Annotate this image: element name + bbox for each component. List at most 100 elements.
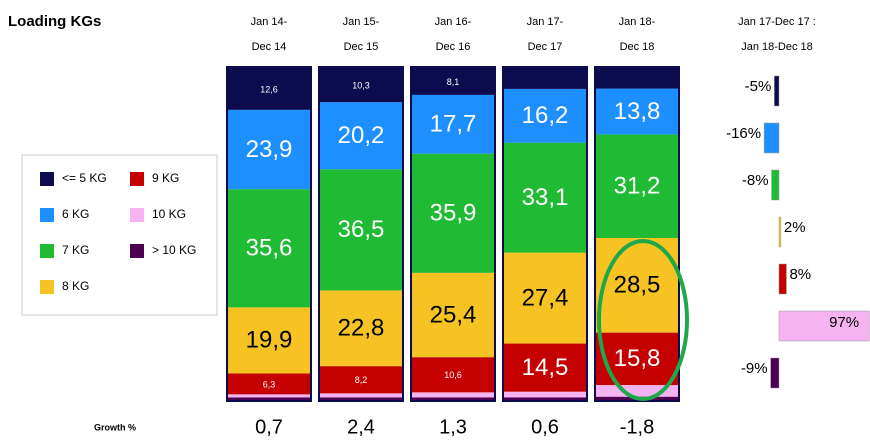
legend-label: 6 KG (62, 207, 89, 221)
bar-segment (596, 134, 678, 238)
bar-segment (412, 397, 494, 400)
bar-segment (412, 94, 494, 154)
bar-segment (228, 68, 310, 110)
legend-swatch (40, 208, 54, 222)
data-label: 27,4 (522, 284, 569, 311)
bar-segment (228, 397, 310, 400)
data-label: 28,5 (614, 272, 661, 299)
data-label: 17,7 (430, 111, 477, 138)
plot: Jan 14- Dec 14 6,3 19,9 35,6 23,9 12,6 0,7 Jan 1… (40, 16, 870, 438)
bar-segment (504, 142, 586, 253)
bar-segment (320, 366, 402, 394)
bar-segment (596, 385, 678, 397)
bar-segment (412, 272, 494, 358)
bar-segment (228, 394, 310, 398)
bar-segment (504, 397, 586, 400)
data-label: 15,8 (614, 345, 661, 372)
legend-label: 7 KG (62, 243, 89, 257)
bar-segment (504, 68, 586, 89)
growth-value: 0,7 (255, 416, 283, 438)
change-title: Jan 18-Dec 18 (741, 41, 813, 53)
change-bar (771, 169, 780, 201)
data-label: 31,2 (614, 173, 661, 200)
x-tick-label: Dec 14 (252, 41, 287, 53)
bar-segment (320, 397, 402, 400)
x-tick-label: Dec 16 (436, 41, 471, 53)
legend-label: 9 KG (152, 171, 179, 185)
x-tick-label: Jan 18- (619, 16, 656, 28)
change-bar (763, 122, 780, 154)
bar-segment (228, 307, 310, 374)
change-bar (774, 75, 780, 107)
change-label: -8% (742, 172, 769, 189)
legend-swatch (130, 208, 144, 222)
bar-segment (228, 109, 310, 190)
bar-segment (320, 68, 402, 103)
data-label: 6,3 (263, 379, 276, 389)
growth-value: 0,6 (531, 416, 559, 438)
bar-segment (320, 393, 402, 398)
change-bar (770, 357, 780, 389)
legend-swatch (130, 244, 144, 258)
bar-outline (226, 66, 312, 402)
data-label: 23,9 (246, 136, 293, 163)
change-title: Jan 17-Dec 17 : (738, 16, 816, 28)
change-bar (778, 216, 782, 248)
bar-segment (596, 332, 678, 386)
legend-swatch (40, 172, 54, 186)
bar-segment (596, 237, 678, 333)
change-label: -16% (726, 125, 761, 142)
bar-outline (502, 66, 588, 402)
data-label: 25,4 (430, 301, 477, 328)
chart-title: Loading KGs (8, 13, 101, 30)
x-tick-label: Dec 15 (344, 41, 379, 53)
growth-value: -1,8 (620, 416, 654, 438)
bar-segment (320, 102, 402, 170)
change-label: 2% (784, 219, 806, 236)
data-label: 36,5 (338, 216, 385, 243)
bar-segment (504, 252, 586, 344)
bar-segment (412, 392, 494, 398)
bar-segment (412, 357, 494, 393)
x-tick-label: Jan 16- (435, 16, 472, 28)
x-tick-label: Dec 18 (620, 41, 655, 53)
change-bar (778, 263, 787, 295)
growth-value: 2,4 (347, 416, 375, 438)
legend-box (21, 154, 218, 316)
legend-label: <= 5 KG (62, 171, 107, 185)
data-label: 10,6 (444, 370, 462, 380)
legend-label: > 10 KG (152, 243, 196, 257)
bar-outline (594, 66, 680, 402)
bar-segment (320, 169, 402, 291)
growth-value: 1,3 (439, 416, 467, 438)
bar-segment (596, 68, 678, 89)
data-label: 16,2 (522, 102, 569, 129)
legend-swatch (40, 280, 54, 294)
change-label: -5% (745, 78, 772, 95)
bar-segment (412, 153, 494, 273)
data-label: 10,3 (352, 80, 370, 90)
legend-label: 8 KG (62, 279, 89, 293)
bar-segment (228, 189, 310, 308)
data-label: 19,9 (246, 327, 293, 354)
change-label: 8% (789, 266, 811, 283)
bar-segment (504, 343, 586, 392)
data-label: 35,6 (246, 235, 293, 262)
legend-label: 10 KG (152, 207, 186, 221)
x-tick-label: Jan 14- (251, 16, 288, 28)
data-label: 12,6 (260, 84, 278, 94)
data-label: 35,9 (430, 200, 477, 227)
data-label: 33,1 (522, 184, 569, 211)
x-tick-label: Jan 15- (343, 16, 380, 28)
change-bar (778, 310, 870, 342)
data-label: 22,8 (338, 315, 385, 342)
legend-swatch (40, 244, 54, 258)
data-label: 8,2 (355, 375, 368, 385)
bar-segment (504, 391, 586, 398)
growth-label: Growth % (94, 422, 136, 432)
change-label: -9% (741, 360, 768, 377)
legend-swatch (130, 172, 144, 186)
x-tick-label: Dec 17 (528, 41, 563, 53)
bar-outline (410, 66, 496, 402)
change-label: 97% (829, 314, 859, 331)
